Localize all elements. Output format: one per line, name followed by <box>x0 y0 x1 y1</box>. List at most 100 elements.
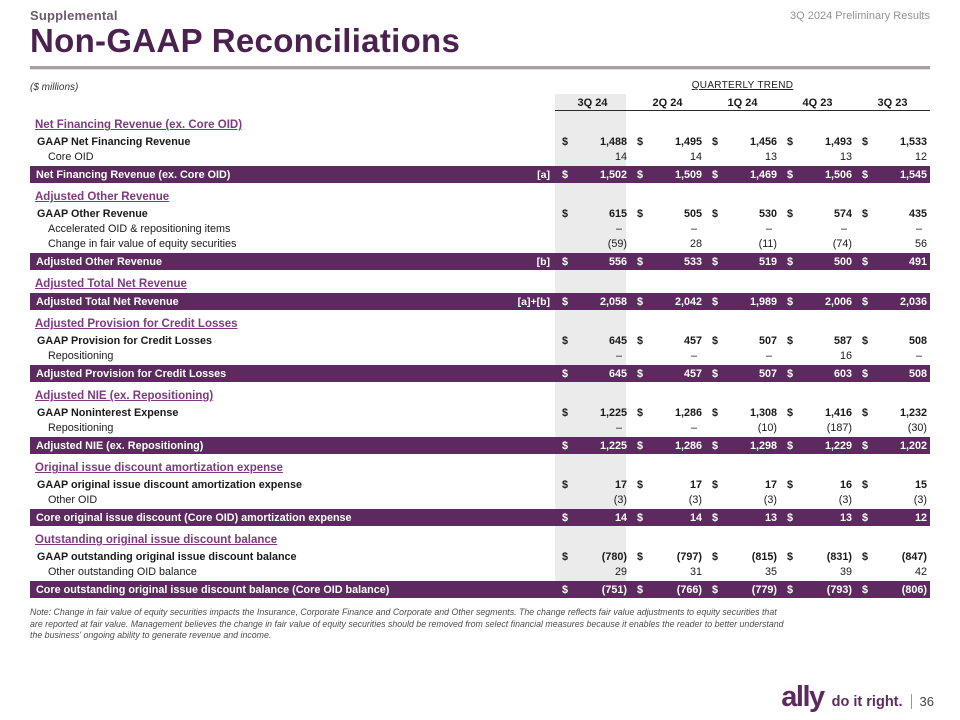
cell-value: 2,058 <box>599 295 627 308</box>
dollar-sign: $ <box>712 406 719 419</box>
value-cell: $ (806) <box>855 581 930 598</box>
row-label: GAAP outstanding original issue discount… <box>37 550 297 563</box>
value-cell: $507 <box>705 365 780 382</box>
footnote: Note: Change in fair value of equity sec… <box>30 607 784 641</box>
cell-value: (797) <box>676 550 702 563</box>
total-row: Core original issue discount (Core OID) … <box>30 509 930 527</box>
dollar-sign: $ <box>562 207 569 220</box>
cell-value: 1,533 <box>899 135 927 148</box>
cell-value: – <box>690 421 697 434</box>
row-label: Core OID <box>48 150 94 163</box>
dollar-sign: $ <box>787 478 794 491</box>
value-cell: $ (793) <box>780 581 855 598</box>
cell-value: (3) <box>613 493 627 506</box>
cell-value: 2,006 <box>824 295 852 308</box>
ally-logo: ally <box>781 681 825 713</box>
dollar-sign: $ <box>637 295 644 308</box>
value-cell: $615 <box>555 206 630 221</box>
section-heading: Adjusted Total Net Revenue <box>35 278 187 291</box>
cell-value: (10) <box>757 421 777 434</box>
row-tag: [a] <box>537 168 550 181</box>
cell-value: 587 <box>833 334 852 347</box>
cell-value: 16 <box>839 478 852 491</box>
value-cell: – <box>630 348 705 363</box>
cell-value: 457 <box>683 367 702 380</box>
table-row: GAAP Noninterest Expense $1,225 $1,286 $1,3… <box>30 405 930 420</box>
section-heading: Outstanding original issue discount bala… <box>35 534 278 547</box>
row-label: Accelerated OID & repositioning items <box>48 222 231 235</box>
value-cell: (3) <box>555 492 630 507</box>
dollar-sign: $ <box>562 550 569 563</box>
value-cell: $1,495 <box>630 134 705 149</box>
dollar-sign: $ <box>712 550 719 563</box>
cell-value: 645 <box>608 334 627 347</box>
value-cell: $1,298 <box>705 437 780 454</box>
quarterly-trend-label: QUARTERLY TREND <box>691 80 794 92</box>
cell-value: (187) <box>826 421 852 434</box>
value-cell: $2,036 <box>855 293 930 310</box>
value-cell: 12 <box>855 149 930 164</box>
row-label: GAAP Net Financing Revenue <box>37 135 191 148</box>
value-cell: (3) <box>855 492 930 507</box>
cell-value: 1,469 <box>749 168 777 181</box>
cell-value: 507 <box>758 367 777 380</box>
dollar-sign: $ <box>787 406 794 419</box>
value-cell: $ (815) <box>705 549 780 564</box>
value-cell: (10) <box>705 420 780 435</box>
cell-value: – <box>840 222 847 235</box>
cell-value: (847) <box>901 550 927 563</box>
value-cell: $1,533 <box>855 134 930 149</box>
value-cell: $457 <box>630 365 705 382</box>
section-heading: Net Financing Revenue (ex. Core OID) <box>35 119 243 132</box>
dollar-sign: $ <box>712 295 719 308</box>
value-cell: $ (751) <box>555 581 630 598</box>
value-cell: 14 <box>555 149 630 164</box>
cell-value: 14 <box>614 511 627 524</box>
cell-value: 31 <box>689 565 702 578</box>
dollar-sign: $ <box>787 334 794 347</box>
dollar-sign: $ <box>787 168 794 181</box>
value-cell: 31 <box>630 564 705 579</box>
dollar-sign: $ <box>862 478 869 491</box>
cell-value: 56 <box>914 237 927 250</box>
table-row: Change in fair value of equity securitie… <box>30 236 930 251</box>
cell-value: 1,286 <box>674 439 702 452</box>
row-label: Repositioning <box>48 421 114 434</box>
table-section: Adjusted NIE (ex. Repositioning) GAAP Non… <box>30 390 930 455</box>
value-cell: $530 <box>705 206 780 221</box>
cell-value: 508 <box>908 367 927 380</box>
dollar-sign: $ <box>712 583 719 596</box>
table-section: Adjusted Total Net Revenue Adjusted Total… <box>30 278 930 311</box>
cell-value: 13 <box>839 150 852 163</box>
cell-value: 1,545 <box>899 168 927 181</box>
value-cell: $ (847) <box>855 549 930 564</box>
cell-value: 28 <box>689 237 702 250</box>
value-cell: 42 <box>855 564 930 579</box>
cell-value: – <box>615 349 622 362</box>
value-cell: $1,225 <box>555 405 630 420</box>
cell-value: 1,232 <box>899 406 927 419</box>
dollar-sign: $ <box>862 334 869 347</box>
value-cell: $17 <box>630 477 705 492</box>
value-cell: $ (766) <box>630 581 705 598</box>
total-row: Adjusted NIE (ex. Repositioning) $1,225 $1… <box>30 437 930 455</box>
cell-value: 1,509 <box>674 168 702 181</box>
value-cell: – <box>555 420 630 435</box>
row-label: Adjusted Provision for Credit Losses <box>36 367 227 380</box>
cell-value: 1,308 <box>749 406 777 419</box>
cell-value: 574 <box>833 207 852 220</box>
value-cell: – <box>705 348 780 363</box>
cell-value: (779) <box>751 583 777 596</box>
column-header: 4Q 23 <box>802 96 833 109</box>
table-section: Adjusted Other Revenue GAAP Other Revenue… <box>30 191 930 271</box>
value-cell: $603 <box>780 365 855 382</box>
cell-value: (766) <box>676 583 702 596</box>
table-row: GAAP original issue discount amortizatio… <box>30 477 930 492</box>
cell-value: 1,416 <box>824 406 852 419</box>
cell-value: (3) <box>913 493 927 506</box>
dollar-sign: $ <box>787 255 794 268</box>
value-cell: $508 <box>855 365 930 382</box>
dollar-sign: $ <box>712 334 719 347</box>
dollar-sign: $ <box>787 367 794 380</box>
cell-value: 13 <box>839 511 852 524</box>
